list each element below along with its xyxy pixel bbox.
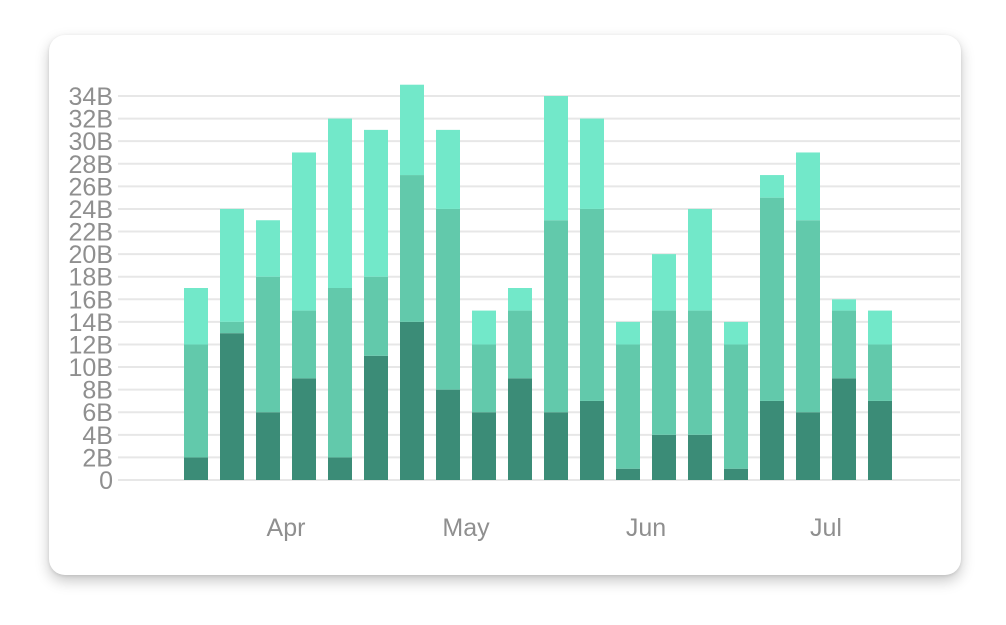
bar-segment-series-2	[292, 310, 316, 379]
bar-segment-series-2	[760, 197, 784, 401]
bar-segment-series-2	[796, 220, 820, 413]
y-tick-label: 20B	[69, 241, 113, 269]
bar-segment-series-1	[292, 378, 316, 480]
y-tick-label: 24B	[69, 196, 113, 224]
y-tick-label: 10B	[69, 354, 113, 382]
y-tick-label: 2B	[82, 444, 113, 472]
bar-segment-series-1	[724, 468, 748, 480]
bar-segment-series-3	[292, 152, 316, 311]
bar-segment-series-1	[868, 400, 892, 480]
bar-segment-series-2	[652, 310, 676, 435]
y-tick-label: 14B	[69, 309, 113, 337]
bar-segment-series-3	[688, 208, 712, 311]
y-tick-label: 22B	[69, 219, 113, 247]
bar-segment-series-1	[256, 412, 280, 480]
bar-segment-series-2	[472, 344, 496, 413]
bar-segment-series-3	[364, 129, 388, 277]
bar-segment-series-3	[652, 254, 676, 311]
bar-segment-series-3	[220, 208, 244, 322]
bar-segment-series-1	[436, 389, 460, 480]
bar-segment-series-2	[580, 208, 604, 401]
bars	[184, 84, 892, 480]
y-tick-label: 30B	[69, 128, 113, 156]
bar-segment-series-2	[364, 276, 388, 356]
x-tick-label: May	[442, 514, 490, 542]
bar-segment-series-3	[436, 129, 460, 209]
bar-segment-series-2	[220, 321, 244, 334]
bar-segment-series-3	[400, 84, 424, 176]
bar-segment-series-1	[184, 457, 208, 480]
bar-segment-series-3	[472, 310, 496, 345]
bar-segment-series-3	[868, 310, 892, 345]
bar-segment-series-1	[220, 333, 244, 480]
y-tick-label: 4B	[82, 422, 113, 450]
bar-segment-series-3	[580, 118, 604, 209]
y-axis: 02B4B6B8B10B12B14B16B18B20B22B24B26B28B3…	[69, 83, 113, 495]
y-tick-label: 32B	[69, 106, 113, 134]
bar-segment-series-2	[724, 344, 748, 469]
y-tick-label: 34B	[69, 83, 113, 111]
bar-segment-series-2	[436, 208, 460, 390]
bar-segment-series-3	[184, 288, 208, 345]
bar-segment-series-3	[256, 220, 280, 277]
bar-segment-series-2	[328, 288, 352, 458]
bar-segment-series-3	[796, 152, 820, 221]
bar-segment-series-3	[724, 321, 748, 345]
bar-segment-series-1	[688, 434, 712, 480]
bar-segment-series-1	[364, 355, 388, 480]
bar-segment-series-2	[688, 310, 712, 435]
bar-segment-series-3	[832, 299, 856, 311]
bar-segment-series-1	[508, 378, 532, 480]
bar-segment-series-2	[616, 344, 640, 469]
bar-segment-series-2	[184, 344, 208, 458]
x-axis: Apr May Jun Jul	[267, 514, 842, 542]
y-tick-label: 28B	[69, 151, 113, 179]
bar-segment-series-2	[508, 310, 532, 379]
y-tick-label: 6B	[82, 399, 113, 427]
y-tick-label: 26B	[69, 173, 113, 201]
y-tick-label: 0	[99, 467, 113, 495]
bar-segment-series-3	[544, 96, 568, 221]
bar-segment-series-1	[832, 378, 856, 480]
bar-segment-series-1	[400, 321, 424, 480]
bar-segment-series-3	[328, 118, 352, 289]
bar-segment-series-1	[580, 400, 604, 480]
bar-segment-series-1	[544, 412, 568, 480]
x-tick-label: Jun	[626, 514, 666, 542]
bar-segment-series-2	[544, 220, 568, 413]
x-tick-label: Jul	[810, 514, 842, 542]
bar-segment-series-1	[472, 412, 496, 480]
bar-segment-series-2	[868, 344, 892, 401]
bar-segment-series-1	[796, 412, 820, 480]
bar-segment-series-3	[508, 288, 532, 311]
bar-segment-series-1	[616, 468, 640, 480]
bar-segment-series-1	[760, 400, 784, 480]
bar-segment-series-1	[652, 434, 676, 480]
bar-segment-series-2	[400, 175, 424, 322]
bar-segment-series-3	[760, 175, 784, 198]
x-tick-label: Apr	[267, 514, 306, 542]
y-tick-label: 16B	[69, 286, 113, 314]
y-tick-label: 18B	[69, 264, 113, 292]
bar-segment-series-3	[616, 321, 640, 345]
y-tick-label: 12B	[69, 331, 113, 359]
bar-segment-series-1	[328, 457, 352, 480]
bar-segment-series-2	[256, 276, 280, 413]
y-tick-label: 8B	[82, 377, 113, 405]
bar-segment-series-2	[832, 310, 856, 379]
